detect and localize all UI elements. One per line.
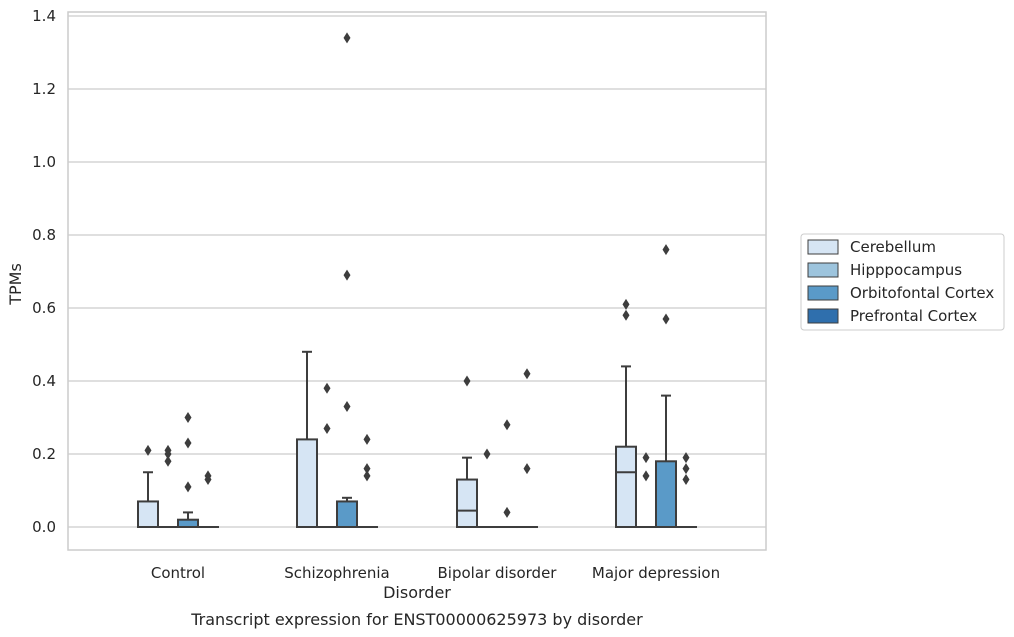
y-tick-label: 0.4: [32, 372, 56, 390]
box: [177, 518, 199, 529]
outlier-point: [503, 419, 511, 431]
box-cerebellum: [456, 375, 478, 528]
box-series: [137, 32, 697, 529]
y-tick-label: 0.8: [32, 226, 56, 244]
outlier-point: [662, 244, 670, 256]
box: [456, 478, 478, 528]
x-tick-label: Bipolar disorder: [438, 564, 558, 582]
legend-label: Hipppocampus: [850, 261, 962, 279]
outlier-point: [363, 433, 371, 445]
legend-label: Orbitofontal Cortex: [850, 284, 994, 302]
y-tick-label: 0.0: [32, 518, 56, 536]
box-prefrontal-cortex: [516, 368, 538, 529]
plot-frame: [67, 11, 767, 551]
outlier-point: [343, 401, 351, 413]
outlier-point: [184, 437, 192, 449]
outlier-point: [164, 455, 172, 467]
outlier-point: [662, 313, 670, 325]
box: [296, 438, 318, 528]
box-prefrontal-cortex: [356, 433, 378, 529]
y-axis-label: TPMs: [6, 263, 25, 306]
outlier-point: [483, 448, 491, 460]
outlier-point: [503, 506, 511, 518]
outlier-point: [343, 269, 351, 281]
outlier-point: [323, 422, 331, 434]
box-hipppocampus: [316, 382, 338, 529]
legend-swatch: [807, 285, 839, 301]
box-orbitofontal-cortex: [496, 419, 518, 529]
box: [655, 460, 677, 528]
legend-label: Prefrontal Cortex: [850, 307, 977, 325]
outlier-point: [204, 474, 212, 486]
x-tick-label: Major depression: [592, 564, 720, 582]
outlier-point: [682, 474, 690, 486]
x-axis-label: Disorder: [383, 583, 451, 602]
outlier-point: [184, 481, 192, 493]
outlier-point: [622, 309, 630, 321]
y-tick-labels: 0.0 0.2 0.4 0.6 0.8 1.0 1.2 1.4: [32, 7, 56, 536]
y-tick-label: 1.4: [32, 7, 56, 25]
box-orbitofontal-cortex: [177, 412, 199, 529]
box: [615, 445, 637, 529]
box: [336, 500, 358, 529]
outlier-point: [343, 32, 351, 44]
legend-swatch: [807, 308, 839, 324]
box-cerebellum: [137, 444, 159, 529]
outlier-point: [164, 448, 172, 460]
x-tick-label: Schizophrenia: [284, 564, 389, 582]
legend-swatch: [807, 239, 839, 255]
x-tick-labels: Control Schizophrenia Bipolar disorder Majo…: [151, 564, 720, 582]
outlier-point: [682, 463, 690, 475]
legend-frame: [800, 233, 1005, 331]
outlier-point: [523, 463, 531, 475]
box-cerebellum: [615, 298, 637, 529]
box-orbitofontal-cortex: [655, 244, 677, 528]
legend-label: Cerebellum: [850, 238, 936, 256]
y-tick-label: 0.6: [32, 299, 56, 317]
box: [137, 500, 159, 529]
outlier-point: [184, 412, 192, 423]
chart-title: Transcript expression for ENST0000062597…: [190, 610, 643, 629]
y-tick-label: 1.2: [32, 80, 56, 98]
outlier-point: [363, 463, 371, 475]
outlier-point: [323, 382, 331, 394]
outlier-point: [682, 452, 690, 464]
y-tick-label: 1.0: [32, 153, 56, 171]
y-tick-label: 0.2: [32, 445, 56, 463]
box-cerebellum: [296, 350, 318, 528]
plot-background: [68, 12, 766, 550]
outlier-point: [642, 470, 650, 482]
outlier-point: [642, 452, 650, 464]
outlier-point: [523, 368, 531, 380]
box-prefrontal-cortex: [197, 470, 219, 529]
outlier-point: [463, 375, 471, 387]
x-tick-label: Control: [151, 564, 205, 582]
outlier-point: [622, 298, 630, 310]
box-orbitofontal-cortex: [336, 32, 358, 529]
legend: Cerebellum Hipppocampus Orbitofontal Corte…: [800, 233, 1005, 331]
box-prefrontal-cortex: [675, 452, 697, 529]
box-hipppocampus: [157, 444, 179, 529]
legend-swatch: [807, 262, 839, 278]
outlier-point: [363, 470, 371, 482]
outlier-point: [144, 444, 152, 456]
